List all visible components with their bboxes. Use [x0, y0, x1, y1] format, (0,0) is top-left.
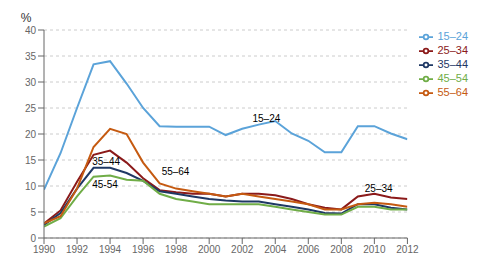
- svg-text:0: 0: [30, 233, 36, 244]
- svg-text:30: 30: [25, 77, 37, 88]
- svg-text:1992: 1992: [66, 244, 89, 255]
- svg-text:%: %: [21, 11, 32, 25]
- svg-text:2006: 2006: [297, 244, 320, 255]
- html-text:25–34: 25–34: [437, 44, 468, 57]
- html-text:15–24: 15–24: [437, 30, 468, 42]
- svg-text:2012: 2012: [396, 244, 419, 255]
- svg-text:2000: 2000: [198, 244, 221, 255]
- svg-text:2010: 2010: [363, 244, 386, 255]
- svg-text:1996: 1996: [132, 244, 155, 255]
- svg-text:20: 20: [25, 129, 37, 140]
- svg-text:25: 25: [25, 103, 37, 114]
- svg-text:35: 35: [25, 51, 37, 62]
- svg-text:1998: 1998: [165, 244, 188, 255]
- svg-text:15: 15: [25, 155, 37, 166]
- svg-text:1994: 1994: [99, 244, 122, 255]
- svg-text:10: 10: [25, 181, 37, 192]
- html-text:45–54: 45–54: [437, 72, 468, 85]
- svg-text:5: 5: [30, 207, 36, 218]
- svg-text:2002: 2002: [231, 244, 254, 255]
- svg-text:45-54: 45-54: [92, 179, 118, 190]
- svg-text:2008: 2008: [330, 244, 353, 255]
- svg-text:40: 40: [25, 25, 37, 36]
- svg-text:15–24: 15–24: [252, 113, 280, 124]
- svg-text:55–64: 55–64: [162, 166, 190, 177]
- html-text:35–44: 35–44: [437, 58, 468, 71]
- svg-text:1990: 1990: [33, 244, 56, 255]
- svg-text:2004: 2004: [264, 244, 287, 255]
- svg-text:25–34: 25–34: [365, 183, 393, 194]
- html-text:55–64: 55–64: [437, 86, 468, 99]
- svg-text:35–44: 35–44: [92, 156, 120, 167]
